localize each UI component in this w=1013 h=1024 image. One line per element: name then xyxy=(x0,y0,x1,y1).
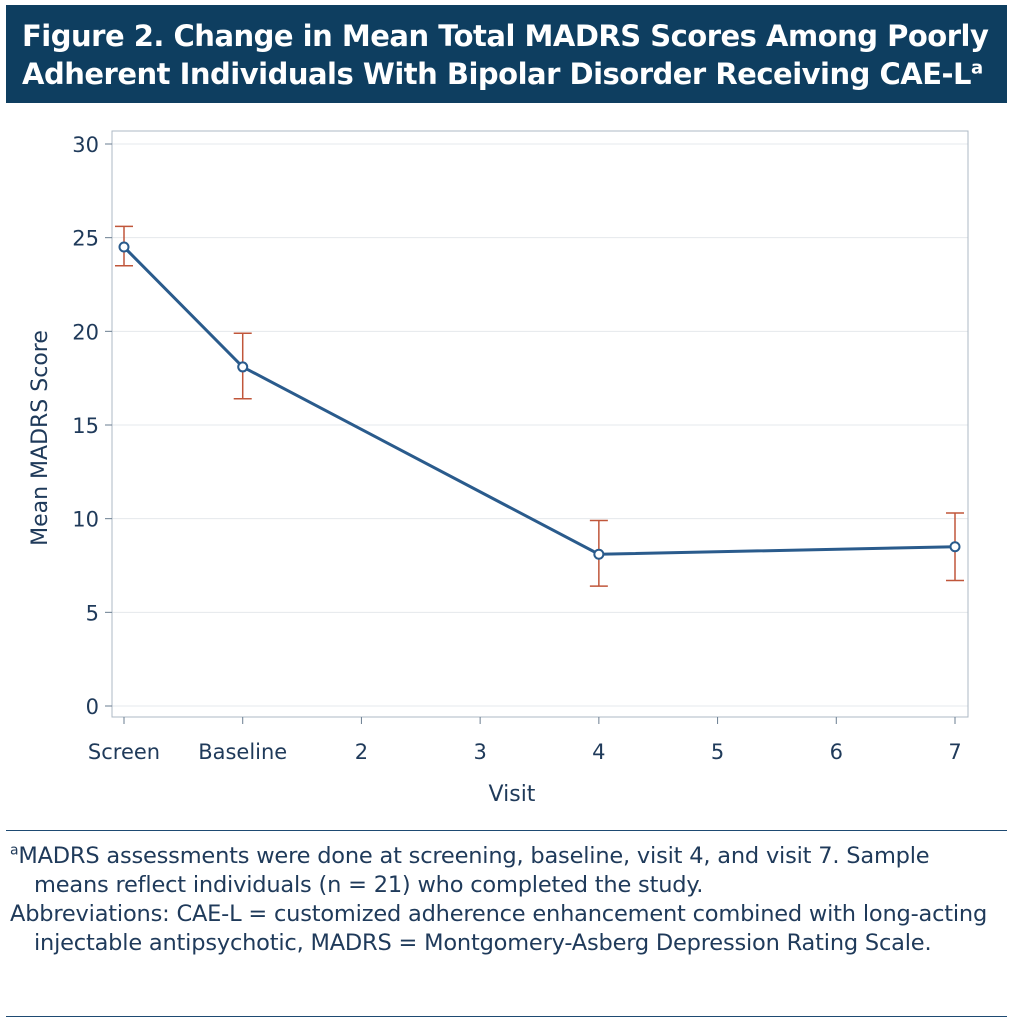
y-tick-label: 25 xyxy=(72,227,99,251)
x-tick-label: 3 xyxy=(473,740,486,764)
y-tick-label: 5 xyxy=(86,601,99,625)
y-tick-label: 10 xyxy=(72,508,99,532)
x-tick-label: Baseline xyxy=(198,740,287,764)
footnote-bottom-rule xyxy=(6,1016,1007,1017)
x-tick-label: 7 xyxy=(948,740,961,764)
x-tick-label: 6 xyxy=(830,740,843,764)
footnote-a-text: MADRS assessments were done at screening… xyxy=(18,843,930,898)
x-tick-label: 4 xyxy=(592,740,605,764)
axis-ticks: 0 5 10 15 20 25 30 Screen Baseline 2 3 4 5 6 7 xyxy=(72,133,961,764)
x-axis-label: Visit xyxy=(489,782,536,807)
y-tick-label: 15 xyxy=(72,414,99,438)
y-axis-label: Mean MADRS Score xyxy=(28,330,53,546)
plot-frame xyxy=(111,130,969,718)
gridlines xyxy=(112,143,968,707)
data-point xyxy=(118,241,130,253)
footnote-abbreviations: Abbreviations: CAE-L = customized adhere… xyxy=(10,901,988,956)
figure-title-bar: Figure 2. Change in Mean Total MADRS Sco… xyxy=(6,5,1007,103)
footnote-a: aMADRS assessments were done at screenin… xyxy=(6,842,1006,900)
data-point xyxy=(237,361,249,373)
series-line-layer xyxy=(122,245,956,556)
y-tick-label: 0 xyxy=(86,695,99,719)
x-tick-label: 2 xyxy=(355,740,368,764)
figure-title-line-1: Figure 2. Change in Mean Total MADRS Sco… xyxy=(22,19,989,53)
error-bars xyxy=(115,225,964,587)
figure-title-line-2: Adherent Individuals With Bipolar Disord… xyxy=(22,55,991,93)
figure-title-superscript: a xyxy=(971,57,983,79)
y-tick-label: 20 xyxy=(72,320,99,344)
y-tick-label: 30 xyxy=(72,133,99,157)
series-line xyxy=(122,245,956,556)
figure-title-line-2-text: Adherent Individuals With Bipolar Disord… xyxy=(22,57,972,91)
line-chart: 0 5 10 15 20 25 30 Screen Baseline 2 3 4 5 6 7 Mean MA… xyxy=(28,130,969,807)
footnotes: aMADRS assessments were done at screenin… xyxy=(6,842,1006,958)
x-tick-label: Screen xyxy=(88,740,160,764)
footnote-a-marker: a xyxy=(10,842,19,859)
x-tick-label: 5 xyxy=(711,740,724,764)
data-point xyxy=(593,548,605,560)
footnote-top-rule xyxy=(6,830,1007,831)
data-point xyxy=(949,541,961,553)
data-points xyxy=(118,241,961,560)
